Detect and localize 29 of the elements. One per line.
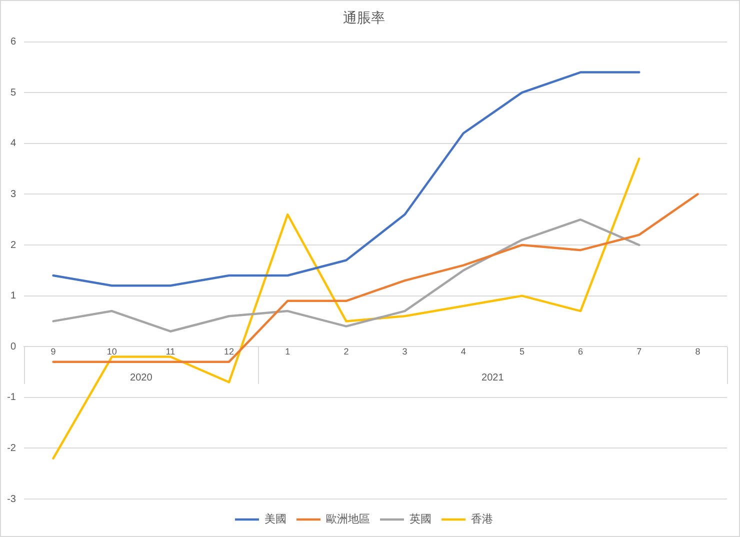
y-tick-label: 3 xyxy=(10,188,16,200)
y-tick-label: 0 xyxy=(10,341,16,352)
x-tick-label: 2 xyxy=(344,346,349,356)
x-tick-label: 3 xyxy=(402,346,408,356)
chart-title: 通脹率 xyxy=(343,9,385,26)
x-tick-label: 9 xyxy=(50,346,56,356)
x-tick-label: 12 xyxy=(224,346,234,356)
annotation: 2020 xyxy=(130,372,153,384)
legend-label: 美國 xyxy=(264,512,286,526)
x-tick-label: 8 xyxy=(695,346,700,356)
x-tick-label: 11 xyxy=(166,346,176,356)
y-tick-label: -3 xyxy=(7,494,16,505)
x-tick-label: 7 xyxy=(636,346,642,356)
y-tick-label: -2 xyxy=(7,442,16,454)
y-tick-label: 5 xyxy=(10,87,16,98)
y-tick-label: 2 xyxy=(10,240,16,251)
y-tick-label: 1 xyxy=(10,290,16,302)
x-tick-label: 1 xyxy=(285,346,290,356)
annotation: 2021 xyxy=(482,372,504,384)
y-tick-label: -1 xyxy=(7,392,16,404)
x-tick-label: 5 xyxy=(519,346,524,356)
y-tick-label: 6 xyxy=(10,36,16,48)
legend-label: 英國 xyxy=(410,512,432,526)
legend-label: 歐洲地區 xyxy=(326,512,370,526)
x-tick-label: 6 xyxy=(578,346,584,356)
x-tick-label: 10 xyxy=(106,346,117,356)
x-tick-label: 4 xyxy=(460,346,466,356)
legend-label: 香港 xyxy=(471,512,493,526)
y-tick-label: 4 xyxy=(10,138,16,150)
